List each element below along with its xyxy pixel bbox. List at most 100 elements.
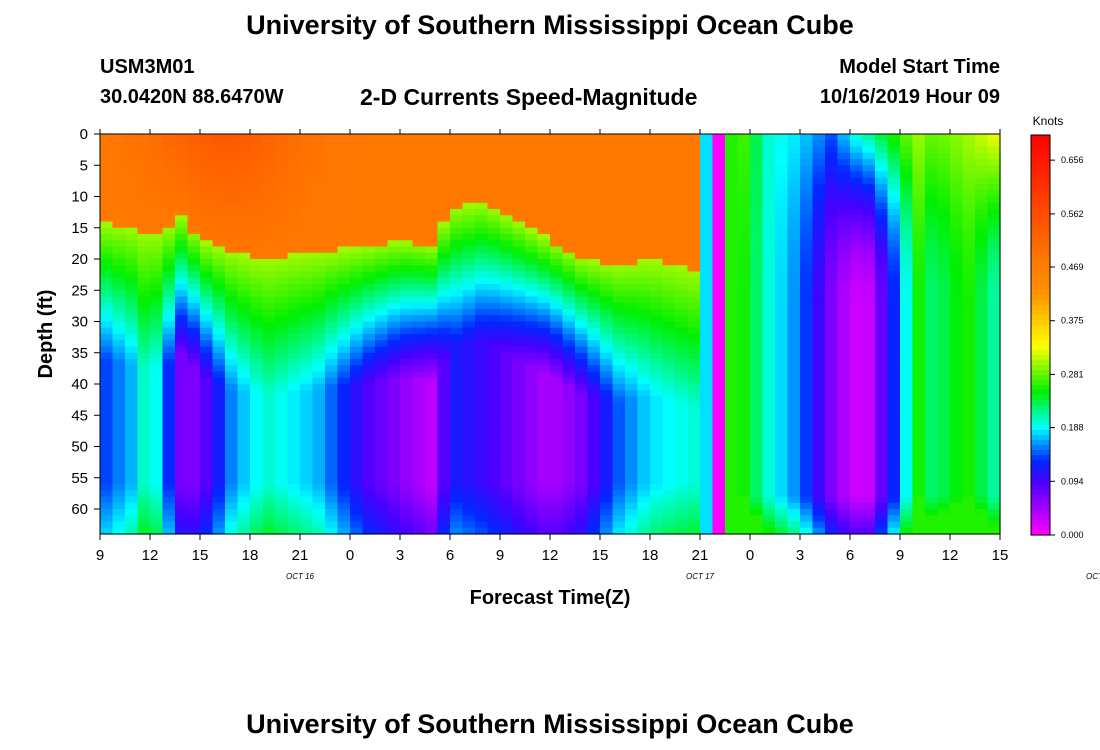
heatmap-cell <box>475 340 489 348</box>
heatmap-cell <box>375 315 389 323</box>
heatmap-cell <box>700 146 714 154</box>
heatmap-cell <box>850 484 864 491</box>
heatmap-cell <box>712 234 726 241</box>
heatmap-cell <box>787 502 801 510</box>
heatmap-cell <box>262 527 276 535</box>
heatmap-cell <box>300 346 314 354</box>
heatmap-cell <box>975 421 989 429</box>
heatmap-cell <box>950 177 964 185</box>
heatmap-cell <box>612 246 626 254</box>
heatmap-cell <box>800 390 814 398</box>
heatmap-cell <box>162 515 176 523</box>
heatmap-cell <box>700 159 714 166</box>
heatmap-cell <box>700 359 714 366</box>
heatmap-cell <box>150 177 164 185</box>
heatmap-cell <box>225 290 239 298</box>
heatmap-cell <box>687 377 701 385</box>
heatmap-cell <box>875 140 889 148</box>
heatmap-cell <box>137 240 151 248</box>
heatmap-cell <box>850 527 864 535</box>
heatmap-cell <box>837 334 851 341</box>
heatmap-cell <box>725 152 739 160</box>
heatmap-cell <box>362 484 376 491</box>
heatmap-cell <box>337 171 351 179</box>
heatmap-cell <box>262 252 276 260</box>
heatmap-cell <box>150 221 164 229</box>
heatmap-cell <box>475 271 489 279</box>
heatmap-cell <box>862 321 876 329</box>
colorbar-cell <box>1031 160 1050 166</box>
colorbar-cell <box>1031 270 1050 276</box>
heatmap-cell <box>737 227 751 235</box>
heatmap-cell <box>562 359 576 366</box>
heatmap-cell <box>937 271 951 279</box>
heatmap-cell <box>137 290 151 298</box>
heatmap-cell <box>512 390 526 398</box>
heatmap-cell <box>900 502 914 510</box>
heatmap-cell <box>312 440 326 448</box>
heatmap-cell <box>512 202 526 210</box>
heatmap-cell <box>762 452 776 460</box>
heatmap-cell <box>162 165 176 173</box>
heatmap-cell <box>737 452 751 460</box>
x-tick-label: 15 <box>992 547 1009 564</box>
heatmap-cell <box>350 427 364 435</box>
heatmap-cell <box>587 202 601 210</box>
heatmap-cell <box>112 496 126 504</box>
heatmap-cell <box>750 246 764 254</box>
heatmap-cell <box>587 452 601 460</box>
heatmap-cell <box>250 465 264 473</box>
heatmap-cell <box>862 152 876 160</box>
heatmap-cell <box>887 321 901 329</box>
heatmap-cell <box>862 427 876 435</box>
heatmap-cell <box>812 371 826 379</box>
heatmap-cell <box>587 415 601 423</box>
heatmap-cell <box>687 471 701 479</box>
heatmap-cell <box>262 477 276 485</box>
heatmap-cell <box>162 184 176 191</box>
heatmap-cell <box>287 215 301 223</box>
heatmap-cell <box>137 246 151 254</box>
colorbar-cell <box>1031 365 1050 371</box>
heatmap-cell <box>750 321 764 329</box>
heatmap-cell <box>712 377 726 385</box>
heatmap-cell <box>500 302 514 310</box>
heatmap-cell <box>587 384 601 391</box>
heatmap-cell <box>950 509 964 516</box>
heatmap-cell <box>862 490 876 498</box>
heatmap-cell <box>550 390 564 398</box>
heatmap-cell <box>950 440 964 448</box>
heatmap-cell <box>225 515 239 523</box>
heatmap-cell <box>287 284 301 291</box>
heatmap-cell <box>875 515 889 523</box>
heatmap-cell <box>700 515 714 523</box>
heatmap-cell <box>775 209 789 216</box>
heatmap-cell <box>212 415 226 423</box>
heatmap-cell <box>487 246 501 254</box>
heatmap-cell <box>700 490 714 498</box>
heatmap-cell <box>450 152 464 160</box>
heatmap-cell <box>925 377 939 385</box>
heatmap-cell <box>562 190 576 198</box>
heatmap-cell <box>800 302 814 310</box>
heatmap-cell <box>187 246 201 254</box>
heatmap-cell <box>362 265 376 273</box>
heatmap-cell <box>837 221 851 229</box>
heatmap-cell <box>700 415 714 423</box>
heatmap-cell <box>337 334 351 341</box>
heatmap-cell <box>275 427 289 435</box>
heatmap-cell <box>287 390 301 398</box>
heatmap-cell <box>675 227 689 235</box>
heatmap-cell <box>825 384 839 391</box>
heatmap-cell <box>325 265 339 273</box>
heatmap-cell <box>187 502 201 510</box>
heatmap-cell <box>337 402 351 410</box>
heatmap-cell <box>700 446 714 454</box>
heatmap-cell <box>600 365 614 373</box>
heatmap-cell <box>550 415 564 423</box>
heatmap-cell <box>387 321 401 329</box>
heatmap-cell <box>250 440 264 448</box>
heatmap-cell <box>525 134 539 141</box>
heatmap-cell <box>775 240 789 248</box>
heatmap-cell <box>300 427 314 435</box>
